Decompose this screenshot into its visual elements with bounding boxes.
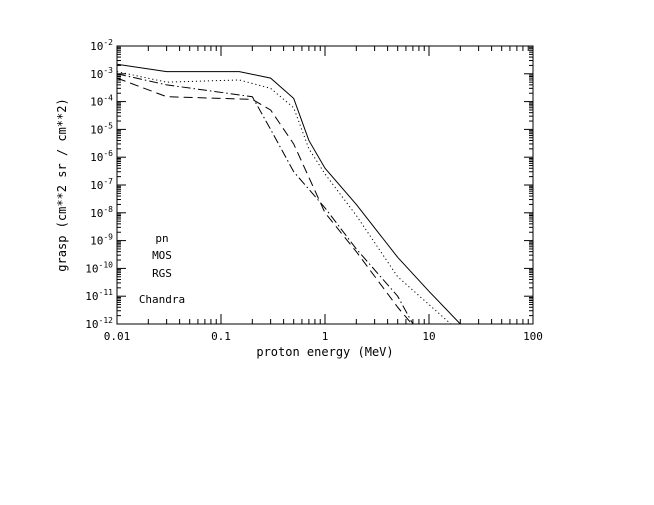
y-tick-exponent: -7 — [103, 177, 113, 186]
major-ticks — [116, 45, 534, 325]
y-tick-label: 10-3 — [90, 66, 113, 81]
y-tick-base: 10 — [90, 40, 103, 53]
y-tick-label: 10-9 — [90, 233, 113, 248]
x-tick-label: 1 — [322, 330, 329, 343]
y-tick-label: 10-6 — [90, 149, 113, 164]
x-axis-label: proton energy (MeV) — [256, 345, 393, 359]
y-tick-base: 10 — [85, 290, 98, 303]
y-tick-label: 10-12 — [85, 316, 113, 331]
legend-entry-rgs: RGS — [152, 267, 172, 280]
y-tick-label: 10-4 — [90, 94, 113, 109]
y-tick-base: 10 — [85, 318, 98, 331]
x-tick-label: 100 — [523, 330, 543, 343]
y-tick-base: 10 — [90, 123, 103, 136]
y-tick-exponent: -10 — [99, 260, 114, 269]
series-lines — [117, 63, 461, 324]
y-tick-label: 10-7 — [90, 177, 113, 192]
y-tick-label: 10-10 — [85, 260, 113, 275]
y-tick-exponent: -4 — [103, 94, 113, 103]
y-tick-base: 10 — [85, 262, 98, 275]
y-tick-exponent: -6 — [103, 149, 113, 158]
x-tick-labels: 0.01 0.1 1 10 100 — [104, 330, 543, 343]
series-line-solid — [117, 63, 461, 324]
x-tick-label: 10 — [422, 330, 435, 343]
y-tick-label: 10-2 — [90, 38, 113, 53]
y-tick-base: 10 — [90, 207, 103, 220]
legend-entry-mos: MOS — [152, 249, 172, 262]
y-axis-label: grasp (cm**2 sr / cm**2) — [55, 98, 69, 271]
y-tick-label: 10-5 — [90, 121, 113, 136]
minor-ticks — [117, 46, 533, 324]
series-line-dashed — [117, 77, 413, 324]
y-tick-labels: 10-210-310-410-510-610-710-810-910-1010-… — [85, 38, 113, 331]
y-tick-base: 10 — [90, 235, 103, 248]
y-tick-exponent: -8 — [103, 205, 113, 214]
plot-frame — [116, 45, 534, 325]
y-tick-exponent: -3 — [103, 66, 113, 75]
y-tick-exponent: -9 — [103, 233, 113, 242]
x-tick-label: 0.01 — [104, 330, 131, 343]
x-tick-label: 0.1 — [211, 330, 231, 343]
y-tick-base: 10 — [90, 151, 103, 164]
y-tick-exponent: -5 — [103, 121, 113, 130]
legend-entry-pn: pn — [155, 232, 168, 245]
y-tick-base: 10 — [90, 68, 103, 81]
y-tick-base: 10 — [90, 179, 103, 192]
y-tick-base: 10 — [90, 96, 103, 109]
series-line-dash-dot — [117, 73, 414, 324]
y-tick-label: 10-11 — [85, 288, 113, 303]
y-tick-label: 10-8 — [90, 205, 113, 220]
y-tick-exponent: -12 — [99, 316, 114, 325]
y-tick-exponent: -11 — [99, 288, 114, 297]
y-tick-exponent: -2 — [103, 38, 113, 47]
legend-entry-chandra: Chandra — [139, 293, 185, 306]
